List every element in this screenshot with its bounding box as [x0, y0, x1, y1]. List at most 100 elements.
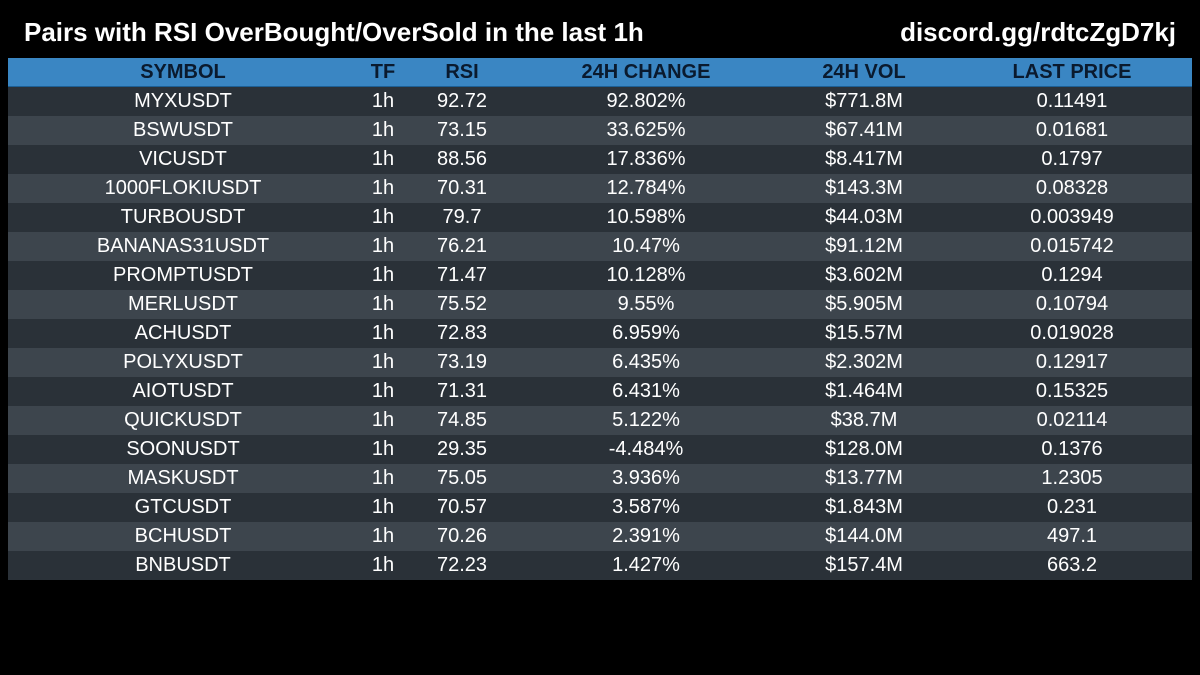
column-header-rsi: RSI [408, 58, 516, 87]
price-cell: 0.15325 [1035, 380, 1109, 402]
table-row: BCHUSDT 1h 70.26 2.391% $144.0M 497.1 [8, 522, 1192, 551]
change-cell: 10.598% [606, 206, 686, 228]
tf-cell: 1h [371, 177, 395, 199]
tf-cell: 1h [371, 351, 395, 373]
volume-cell: $8.417M [825, 148, 903, 170]
symbol-cell: VICUSDT [139, 148, 227, 170]
price-cell: 0.02114 [1036, 409, 1108, 431]
table-row: POLYXUSDT 1h 73.19 6.435% $2.302M 0.12917 [8, 348, 1192, 377]
column-header-24h-vol: 24H VOL [776, 58, 952, 87]
symbol-cell: AIOTUSDT [132, 380, 234, 402]
change-cell: 10.128% [606, 264, 686, 286]
rsi-cell: 76.21 [436, 235, 488, 257]
price-cell: 497.1 [1046, 525, 1098, 547]
tf-cell: 1h [371, 409, 395, 431]
tf-cell: 1h [371, 438, 395, 460]
table-row: MYXUSDT 1h 92.72 92.802% $771.8M 0.11491 [8, 86, 1192, 116]
volume-cell: $13.77M [825, 467, 903, 489]
symbol-cell: BSWUSDT [133, 119, 233, 141]
page-title: Pairs with RSI OverBought/OverSold in th… [24, 17, 644, 47]
header-bar: Pairs with RSI OverBought/OverSold in th… [0, 0, 1200, 58]
table-row: TURBOUSDT 1h 79.7 10.598% $44.03M 0.003949 [8, 203, 1192, 232]
price-cell: 0.12917 [1035, 351, 1109, 373]
price-cell: 0.231 [1046, 496, 1098, 518]
table-row: QUICKUSDT 1h 74.85 5.122% $38.7M 0.02114 [8, 406, 1192, 435]
price-cell: 1.2305 [1041, 467, 1103, 489]
change-cell: 3.936% [612, 467, 680, 489]
table-row: BNBUSDT 1h 72.23 1.427% $157.4M 663.2 [8, 551, 1192, 580]
symbol-cell: MYXUSDT [134, 90, 232, 112]
tf-cell: 1h [371, 293, 395, 315]
table-row: MASKUSDT 1h 75.05 3.936% $13.77M 1.2305 [8, 464, 1192, 493]
volume-cell: $1.843M [825, 496, 903, 518]
volume-cell: $38.7M [830, 409, 898, 431]
rsi-cell: 88.56 [436, 148, 488, 170]
volume-cell: $143.3M [825, 177, 903, 199]
table-row: 1000FLOKIUSDT 1h 70.31 12.784% $143.3M 0.0832… [8, 174, 1192, 203]
rsi-cell: 75.52 [436, 293, 488, 315]
column-header-24h-change: 24H CHANGE [516, 58, 776, 87]
rsi-cell: 79.7 [442, 206, 482, 228]
change-cell: 12.784% [606, 177, 686, 199]
price-cell: 0.003949 [1030, 206, 1114, 228]
volume-cell: $1.464M [825, 380, 903, 402]
symbol-cell: TURBOUSDT [120, 206, 246, 228]
symbol-cell: POLYXUSDT [123, 351, 243, 373]
rsi-cell: 75.05 [436, 467, 488, 489]
rsi-cell: 72.23 [436, 554, 488, 576]
table-row: ACHUSDT 1h 72.83 6.959% $15.57M 0.019028 [8, 319, 1192, 348]
rsi-pairs-table: SYMBOL TF RSI 24H CHANGE 24H VOL LAST PR… [8, 58, 1192, 580]
table-body: MYXUSDT 1h 92.72 92.802% $771.8M 0.11491 BSWUS… [8, 86, 1192, 580]
symbol-cell: BNBUSDT [135, 554, 231, 576]
volume-cell: $157.4M [825, 554, 903, 576]
change-cell: -4.484% [608, 438, 684, 460]
symbol-cell: QUICKUSDT [124, 409, 242, 431]
rsi-cell: 73.19 [436, 351, 488, 373]
price-cell: 0.015742 [1030, 235, 1114, 257]
table-row: SOONUSDT 1h 29.35 -4.484% $128.0M 0.1376 [8, 435, 1192, 464]
volume-cell: $91.12M [825, 235, 903, 257]
table-header-row: SYMBOL TF RSI 24H CHANGE 24H VOL LAST PR… [8, 58, 1192, 87]
table-row: BANANAS31USDT 1h 76.21 10.47% $91.12M 0.01574… [8, 232, 1192, 261]
rsi-cell: 72.83 [436, 322, 488, 344]
volume-cell: $144.0M [825, 525, 903, 547]
rsi-cell: 71.47 [436, 264, 488, 286]
table-row: VICUSDT 1h 88.56 17.836% $8.417M 0.1797 [8, 145, 1192, 174]
table-row: PROMPTUSDT 1h 71.47 10.128% $3.602M 0.1294 [8, 261, 1192, 290]
column-header-last-price: LAST PRICE [952, 58, 1192, 87]
price-cell: 0.10794 [1035, 293, 1109, 315]
symbol-cell: MASKUSDT [127, 467, 239, 489]
symbol-cell: BANANAS31USDT [96, 235, 270, 257]
tf-cell: 1h [371, 380, 395, 402]
change-cell: 2.391% [612, 525, 680, 547]
symbol-cell: ACHUSDT [134, 322, 232, 344]
rsi-cell: 92.72 [436, 90, 488, 112]
tf-cell: 1h [371, 206, 395, 228]
change-cell: 6.435% [612, 351, 680, 373]
change-cell: 5.122% [612, 409, 680, 431]
tf-cell: 1h [371, 148, 395, 170]
tf-cell: 1h [371, 322, 395, 344]
discord-link: discord.gg/rdtcZgD7kj [900, 17, 1176, 47]
table-row: AIOTUSDT 1h 71.31 6.431% $1.464M 0.15325 [8, 377, 1192, 406]
change-cell: 6.959% [612, 322, 680, 344]
volume-cell: $5.905M [825, 293, 903, 315]
table-row: MERLUSDT 1h 75.52 9.55% $5.905M 0.10794 [8, 290, 1192, 319]
volume-cell: $771.8M [825, 90, 903, 112]
symbol-cell: 1000FLOKIUSDT [104, 177, 262, 199]
price-cell: 0.019028 [1030, 322, 1114, 344]
symbol-cell: SOONUSDT [126, 438, 240, 460]
change-cell: 1.427% [612, 554, 680, 576]
change-cell: 10.47% [612, 235, 680, 257]
price-cell: 0.08328 [1035, 177, 1109, 199]
rsi-cell: 70.31 [436, 177, 488, 199]
tf-cell: 1h [371, 264, 395, 286]
change-cell: 9.55% [617, 293, 675, 315]
symbol-cell: MERLUSDT [127, 293, 238, 315]
volume-cell: $3.602M [825, 264, 903, 286]
price-cell: 0.11491 [1036, 90, 1108, 112]
tf-cell: 1h [371, 525, 395, 547]
rsi-cell: 71.31 [436, 380, 488, 402]
tf-cell: 1h [371, 90, 395, 112]
volume-cell: $128.0M [825, 438, 903, 460]
